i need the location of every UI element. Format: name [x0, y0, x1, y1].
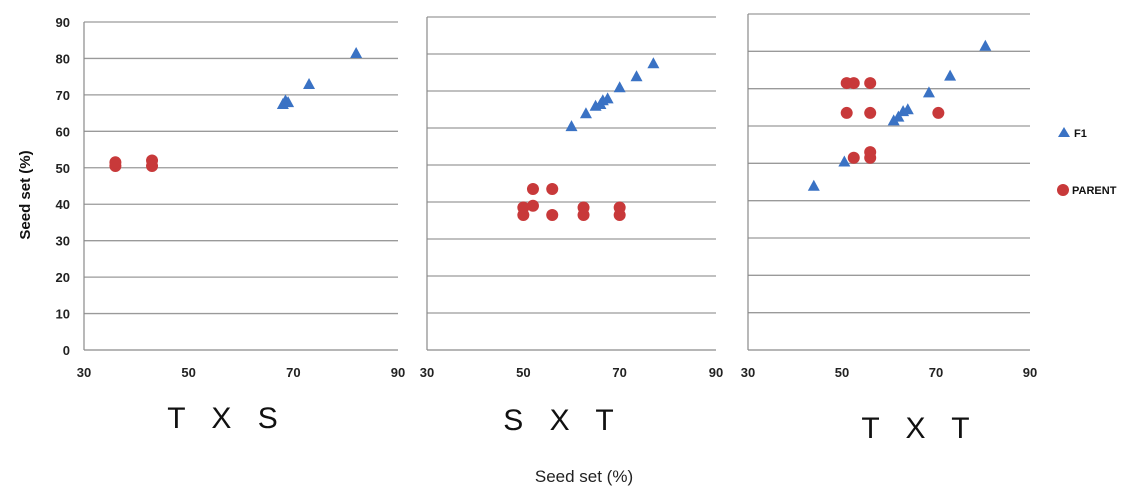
chart-panels: 0 10 20 30 40 50 60 70 80 90 30 50 70 90 T X S 30 50 70 90…	[56, 13, 1037, 445]
x-tick-label: 70	[612, 365, 626, 380]
parent-point	[847, 151, 860, 164]
panel-title: T X S	[167, 402, 286, 435]
x-tick-label: 50	[516, 365, 530, 380]
x-tick-label: 70	[929, 365, 943, 380]
y-tick-label: 60	[56, 124, 70, 139]
legend-f1-label: F1	[1074, 128, 1087, 140]
legend-parent-marker	[1057, 184, 1069, 196]
x-tick-label: 30	[77, 365, 91, 380]
x-tick-label: 70	[286, 365, 300, 380]
f1-point	[282, 96, 295, 108]
y-tick-label: 20	[56, 270, 70, 285]
y-tick-label: 50	[56, 161, 70, 176]
x-tick-label: 90	[391, 365, 405, 380]
y-tick-label: 10	[56, 307, 70, 322]
parent-point	[146, 154, 159, 167]
y-tick-label: 40	[56, 197, 70, 212]
panel-title: T X T	[861, 412, 978, 445]
f1-point	[807, 179, 820, 191]
x-tick-label: 30	[741, 365, 755, 380]
f1-point	[922, 86, 935, 98]
panel-title: S X T	[503, 404, 622, 437]
f1-point	[601, 92, 614, 104]
f1-point	[647, 57, 660, 69]
f1-point	[979, 39, 992, 51]
parent-point	[864, 146, 877, 159]
panel-1: 0 10 20 30 40 50 60 70 80 90 30 50 70 90 T X S	[56, 15, 406, 435]
parent-point	[546, 208, 559, 221]
y-tick-label: 0	[63, 343, 70, 358]
parent-point	[864, 77, 877, 90]
parent-point	[864, 106, 877, 119]
y-tick-label: 90	[56, 15, 70, 30]
x-tick-label: 90	[709, 365, 723, 380]
x-axis-label: Seed set (%)	[535, 467, 633, 486]
legend: F1 PARENT	[1057, 127, 1117, 197]
parent-point	[517, 201, 530, 214]
f1-point	[630, 70, 643, 82]
x-tick-label: 50	[181, 365, 195, 380]
parent-point	[932, 106, 945, 119]
panel-3: 30 50 70 90 T X T	[741, 13, 1037, 445]
f1-point	[303, 77, 316, 89]
y-tick-label: 70	[56, 88, 70, 103]
f1-point	[944, 69, 957, 81]
legend-parent-label: PARENT	[1072, 185, 1117, 197]
parent-point	[613, 201, 626, 214]
f1-point	[892, 110, 905, 122]
x-tick-label: 50	[835, 365, 849, 380]
parent-point	[577, 201, 590, 214]
parent-point	[526, 183, 539, 196]
parent-point	[847, 77, 860, 90]
parent-point	[109, 156, 122, 169]
panel-2: 30 50 70 90 S X T	[420, 16, 723, 437]
f1-point	[579, 107, 592, 119]
f1-point	[838, 155, 851, 167]
parent-point	[840, 106, 853, 119]
x-tick-label: 90	[1023, 365, 1037, 380]
parent-point	[546, 183, 559, 196]
y-axis-label: Seed set (%)	[17, 150, 34, 239]
y-tick-label: 80	[56, 51, 70, 66]
f1-point	[350, 46, 363, 58]
f1-point	[565, 120, 578, 132]
legend-item-parent: PARENT	[1057, 184, 1117, 197]
legend-f1-marker	[1058, 127, 1070, 137]
legend-item-f1: F1	[1058, 127, 1087, 140]
parent-point	[526, 199, 539, 212]
f1-point	[613, 81, 626, 93]
f1-point	[901, 103, 914, 115]
y-tick-label: 30	[56, 234, 70, 249]
x-tick-label: 30	[420, 365, 434, 380]
